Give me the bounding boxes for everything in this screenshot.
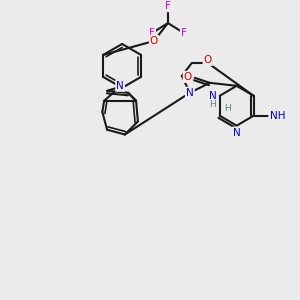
Text: N: N xyxy=(116,81,124,91)
Text: H: H xyxy=(224,104,231,113)
Text: F: F xyxy=(181,28,187,38)
Text: O: O xyxy=(150,36,158,46)
Text: O: O xyxy=(204,55,212,65)
Text: N: N xyxy=(209,91,217,101)
Text: O: O xyxy=(184,72,192,82)
Text: F: F xyxy=(149,28,155,38)
Text: NH: NH xyxy=(269,111,285,121)
Text: N: N xyxy=(233,128,241,138)
Text: H: H xyxy=(209,100,216,109)
Text: N: N xyxy=(186,88,194,98)
Text: F: F xyxy=(165,1,171,11)
